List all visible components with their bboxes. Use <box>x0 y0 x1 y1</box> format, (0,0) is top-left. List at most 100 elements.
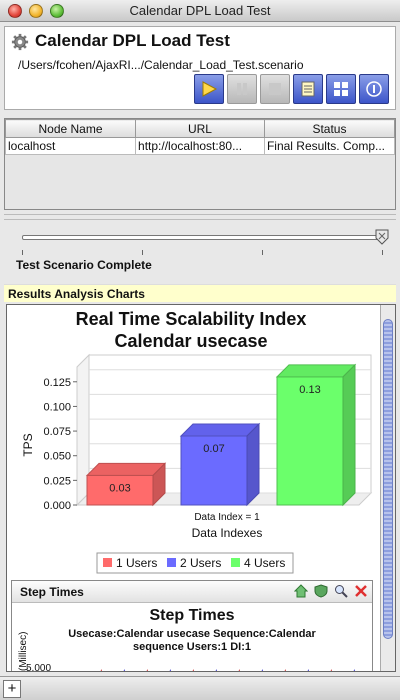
minimize-window-button[interactable] <box>29 4 43 18</box>
bar-top <box>275 364 357 378</box>
legend-label: 1 Users <box>116 556 157 570</box>
step-time-bar <box>146 669 148 671</box>
home-icon[interactable] <box>293 584 309 598</box>
close-window-button[interactable] <box>8 4 22 18</box>
step-times-title: Step Times <box>149 607 235 624</box>
bar[interactable]: 0.13 <box>275 363 357 507</box>
slider-tick <box>142 250 143 255</box>
add-button[interactable]: + <box>3 680 21 698</box>
column-header-url[interactable]: URL <box>135 119 265 138</box>
y-tick-label: 0.100 <box>43 401 71 413</box>
scalability-chart-svg: Real Time Scalability Index Calendar use… <box>21 309 373 574</box>
scenario-header: Calendar DPL Load Test /Users/fcohen/Aja… <box>4 26 396 110</box>
legend-label: 2 Users <box>180 556 221 570</box>
node-table: Node Name URL Status localhost http://lo… <box>4 118 396 210</box>
y-axis-label: TPS <box>21 433 35 456</box>
info-button[interactable] <box>359 74 389 104</box>
bar-data-label: 0.07 <box>203 443 224 455</box>
window-titlebar: Calendar DPL Load Test <box>0 0 400 22</box>
step-times-bars <box>100 669 355 671</box>
step-times-panel: Step Times Step Times Usecase:Calendar u… <box>11 580 373 672</box>
layout-button[interactable] <box>326 74 356 104</box>
bar-front <box>86 474 154 506</box>
step-times-header: Step Times <box>12 581 372 603</box>
y-tick-label: 0.000 <box>43 500 71 512</box>
chart-subtitle: Calendar usecase <box>114 331 267 351</box>
progress-slider-track <box>22 235 382 240</box>
window-title: Calendar DPL Load Test <box>129 3 271 18</box>
stop-icon <box>269 83 281 95</box>
legend-item[interactable]: 1 Users <box>103 556 157 570</box>
gear-icon <box>11 33 29 51</box>
bar-front <box>180 435 248 506</box>
bar[interactable]: 0.03 <box>85 462 167 507</box>
step-time-bar <box>330 669 332 671</box>
bar-data-label: 0.13 <box>299 384 320 396</box>
bar-side <box>246 422 260 507</box>
y-tick-label: 0.125 <box>43 377 71 389</box>
legend-swatch <box>103 558 112 567</box>
step-time-bar <box>215 669 217 671</box>
toolbar <box>194 74 389 104</box>
url-cell: http://localhost:80... <box>135 137 265 155</box>
step-time-bar <box>123 669 125 671</box>
shield-icon[interactable] <box>314 584 328 598</box>
y-tick-label: 0.025 <box>43 475 71 487</box>
legend-label: 4 Users <box>244 556 285 570</box>
step-time-bar <box>353 669 355 671</box>
info-icon <box>366 81 382 97</box>
step-times-subtitle-line1: Usecase:Calendar usecase Sequence:Calend… <box>68 628 316 640</box>
bottom-bar: + <box>0 676 400 700</box>
plot-left-wall <box>76 353 90 507</box>
charts-scroll-thumb[interactable] <box>383 319 393 639</box>
step-times-subtitle-line2: sequence Users:1 DI:1 <box>133 641 251 653</box>
legend-item[interactable]: 2 Users <box>167 556 221 570</box>
step-time-bar <box>100 669 102 671</box>
step-time-bar <box>192 669 194 671</box>
step-time-bar <box>284 669 286 671</box>
legend-swatch <box>231 558 240 567</box>
step-time-bar <box>238 669 240 671</box>
charts-panel: Real Time Scalability Index Calendar use… <box>6 304 396 672</box>
step-time-bar <box>169 669 171 671</box>
column-header-status[interactable]: Status <box>263 119 396 138</box>
document-icon <box>301 81 315 97</box>
node-name-cell: localhost <box>4 137 137 155</box>
log-button[interactable] <box>293 74 323 104</box>
bar[interactable]: 0.07 <box>179 422 261 507</box>
progress-status: Test Scenario Complete <box>16 258 152 272</box>
x-axis-label: Data Indexes <box>192 526 263 540</box>
scalability-chart: Real Time Scalability Index Calendar use… <box>7 305 379 577</box>
scenario-title: Calendar DPL Load Test <box>35 31 230 50</box>
table-row[interactable]: localhost http://localhost:80... Final R… <box>4 137 396 155</box>
legend-item[interactable]: 4 Users <box>231 556 285 570</box>
slider-tick <box>262 250 263 255</box>
legend-box <box>96 552 294 574</box>
bar-top <box>85 462 167 476</box>
play-button[interactable] <box>194 74 224 104</box>
close-icon[interactable] <box>354 584 368 598</box>
step-times-label: Step Times <box>20 585 84 599</box>
step-times-subtitle: Usecase:Calendar usecase Sequence:Calend… <box>12 628 372 654</box>
zoom-icon[interactable] <box>334 584 348 598</box>
bar-side <box>342 363 356 507</box>
bar-data-label: 0.03 <box>109 482 130 494</box>
grid-icon <box>334 82 348 96</box>
bar-side <box>152 462 166 507</box>
pause-icon <box>237 83 247 95</box>
bar-top <box>179 423 261 437</box>
stop-button[interactable] <box>260 74 290 104</box>
slider-tick <box>382 250 383 255</box>
category-label: Data Index = 1 <box>194 512 260 523</box>
pause-button[interactable] <box>227 74 257 104</box>
bar-front <box>276 376 344 506</box>
column-header-node-name[interactable]: Node Name <box>4 119 137 138</box>
chart-title: Real Time Scalability Index <box>76 309 307 329</box>
split-divider[interactable] <box>4 214 396 220</box>
progress-slider-thumb[interactable] <box>375 229 389 245</box>
play-icon <box>202 81 218 97</box>
zoom-window-button[interactable] <box>50 4 64 18</box>
step-times-y-tick: 5,000 <box>26 663 52 672</box>
slider-tick <box>22 250 23 255</box>
charts-scrollbar[interactable] <box>380 305 395 671</box>
